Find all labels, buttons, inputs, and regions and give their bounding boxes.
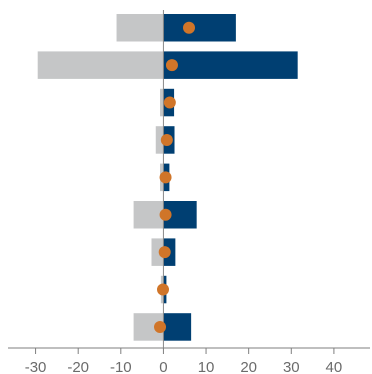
negative-bars-group [37, 14, 164, 341]
data-point [159, 171, 172, 184]
data-point [160, 133, 173, 146]
x-tick-label: 0 [159, 359, 167, 374]
data-point [158, 246, 171, 259]
data-point [154, 320, 167, 333]
negative-bar [160, 88, 164, 117]
x-tick-label: 30 [283, 359, 300, 374]
data-point [183, 21, 195, 34]
x-tick-label: 20 [240, 359, 257, 374]
x-tick-label: 40 [326, 359, 343, 374]
points-group [154, 21, 195, 333]
x-tick-label: -30 [25, 359, 47, 374]
negative-bar [155, 126, 164, 154]
x-tick-label: 10 [198, 359, 215, 374]
data-point [159, 208, 172, 221]
positive-bars-group [163, 14, 298, 341]
positive-bar [163, 51, 298, 79]
data-point [163, 96, 176, 109]
data-point [157, 283, 170, 296]
x-tick-labels-group: -30 -20 -10 0 10 20 30 40 [25, 359, 343, 374]
negative-bar [37, 51, 164, 79]
data-point [165, 59, 178, 72]
x-ticks-group [35, 348, 335, 354]
x-tick-label: -10 [110, 359, 132, 374]
negative-bar [116, 14, 164, 42]
x-tick-label: -20 [67, 359, 89, 374]
positive-bar [163, 313, 192, 341]
negative-bar [133, 201, 164, 229]
positive-bar [163, 14, 236, 42]
negative-bar [151, 238, 164, 266]
